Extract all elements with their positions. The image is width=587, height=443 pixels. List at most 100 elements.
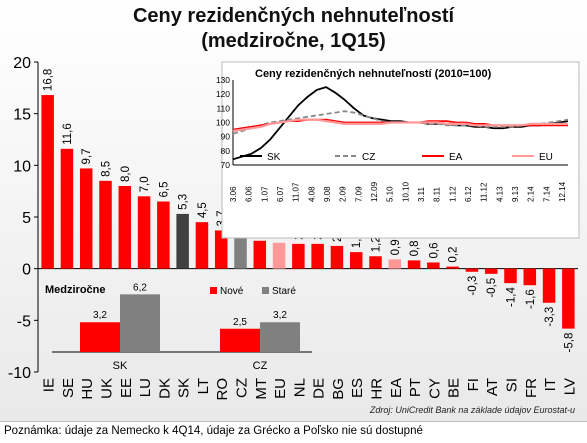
bar-it [542, 268, 556, 303]
inset-line-x-tick-label: 11.07 [292, 182, 301, 202]
inset-line-x-tick-label: 8.11 [433, 186, 442, 202]
bar-pt [407, 260, 421, 269]
bar-value-label: 0,9 [390, 239, 402, 255]
main-bar-chart: -10 -5 0 5 10 15 20 16,8 IE 11,6 SE 9,7 HU 8,5 UK 8,0 EE… [8, 55, 580, 401]
bar-lt [195, 222, 209, 269]
inset-line-x-tick-label: 1.07 [260, 186, 269, 202]
bar-uk [99, 180, 112, 269]
inset-line-x-tick-label: 6.06 [245, 186, 254, 202]
bar-fr [523, 268, 537, 286]
bar-si [504, 268, 517, 284]
y-tick-label: -5 [17, 313, 31, 330]
bar-value-label: 9,7 [81, 148, 93, 164]
x-tick-label: UK [99, 378, 116, 399]
inset-line-legend-label: EA [449, 152, 463, 163]
bar-bg [330, 245, 344, 269]
inset-line-x-tick-label: 9.08 [323, 186, 332, 202]
x-tick-label: LV [561, 378, 578, 395]
x-tick-label: HU [79, 378, 96, 400]
inset-bar-value-label: 3,2 [93, 310, 107, 321]
inset-line-panel [221, 61, 580, 239]
x-tick-label: SK [176, 378, 193, 398]
bar-lu [137, 196, 151, 269]
bar-value-label: 0,2 [448, 247, 460, 263]
bar-sk [176, 213, 189, 269]
bar-value-label: 5,3 [178, 194, 190, 210]
x-tick-label: BG [330, 378, 347, 400]
bar-cy [427, 262, 440, 269]
x-tick-label: NL [291, 378, 308, 397]
inset-line-y-tick-label: 120 [216, 89, 230, 99]
x-tick-label: DK [156, 378, 173, 399]
inset-line-x-tick-label: 4.13 [495, 186, 504, 202]
y-tick-label: 10 [13, 158, 31, 175]
x-tick-label: BE [446, 378, 463, 398]
inset-legend-swatch [262, 287, 269, 294]
x-tick-label: HR [369, 378, 386, 400]
inset-line-y-tick-label: 70 [221, 160, 231, 170]
inset-legend-swatch [210, 287, 217, 294]
inset-legend-label: Staré [272, 286, 296, 297]
inset-line-legend-label: SK [267, 152, 281, 163]
bar-es [349, 252, 363, 269]
x-tick-label: RO [214, 378, 231, 401]
inset-line-x-tick-label: 4.08 [307, 186, 316, 202]
inset-line-x-tick-label: 3.06 [229, 186, 238, 202]
bar-fi [465, 268, 479, 272]
inset-line-x-tick-label: 5.10 [386, 186, 395, 202]
bar-value-label: 8,0 [120, 166, 132, 182]
inset-line-chart: Ceny rezidenčných nehnuteľností (2010=10… [216, 61, 580, 239]
inset-bar-value-label: 3,2 [273, 310, 287, 321]
x-tick-label: MT [253, 378, 270, 400]
y-tick-label: -10 [8, 365, 31, 382]
x-tick-label: SE [60, 378, 77, 398]
bar-value-label: -3,3 [544, 307, 556, 327]
x-tick-label: ES [349, 378, 366, 398]
x-tick-label: LT [195, 378, 212, 394]
inset-line-y-tick-label: 110 [216, 103, 230, 113]
y-tick-label: 15 [13, 107, 31, 124]
inset-bar-title: Medziročne [45, 284, 106, 296]
bar-ea [388, 259, 402, 269]
x-tick-label: FI [465, 378, 482, 391]
chart-title-line1: Ceny rezidenčných nehnuteľností [132, 5, 455, 27]
inset-bar-value-label: 6,2 [133, 282, 147, 293]
inset-line-title: Ceny rezidenčných nehnuteľností (2010=10… [255, 68, 492, 80]
inset-line-x-tick-label: 2.09 [339, 186, 348, 202]
inset-line-y-tick-label: 90 [221, 132, 231, 142]
bar-eu [272, 242, 286, 269]
bar-be [446, 266, 459, 269]
x-tick-label: CZ [234, 378, 251, 398]
bar-value-label: -0,3 [467, 276, 479, 296]
bar-lv [562, 268, 575, 329]
inset-line-y-tick-label: 80 [221, 146, 231, 156]
chart-title-line2: (medziročne, 1Q15) [201, 30, 386, 52]
x-tick-label: PT [407, 378, 424, 397]
x-tick-label: EU [272, 378, 289, 399]
bar-ro [214, 230, 228, 269]
bar-value-label: -5,8 [563, 333, 575, 353]
bar-hu [79, 168, 93, 269]
bar-ee [118, 186, 132, 269]
bar-value-label: 11,6 [62, 123, 74, 145]
x-tick-label: SI [504, 378, 521, 392]
bar-ie [41, 95, 54, 269]
inset-line-x-tick-label: 12.09 [370, 181, 379, 202]
inset-line-x-tick-label: 11.12 [480, 182, 489, 202]
source-note: Zdroj: UniCredit Bank na základe údajov … [369, 405, 575, 415]
x-tick-label: AT [484, 378, 501, 396]
inset-bar-value-label: 2,5 [233, 317, 247, 328]
inset-legend-label: Nové [220, 286, 244, 297]
bar-value-label: 4,5 [197, 202, 209, 218]
bar-cz [234, 236, 247, 269]
bar-value-label: 0,6 [428, 242, 440, 258]
inset-bar-category-label: SK [113, 360, 128, 372]
x-tick-label: IT [542, 378, 559, 391]
bar-value-label: 7,0 [139, 176, 151, 192]
bar-nl [292, 243, 305, 269]
inset-line-x-tick-label: 2.14 [527, 186, 536, 202]
x-tick-label: FR [523, 378, 540, 398]
bar-dk [157, 201, 170, 269]
inset-line-x-tick-label: 9.13 [511, 186, 520, 202]
